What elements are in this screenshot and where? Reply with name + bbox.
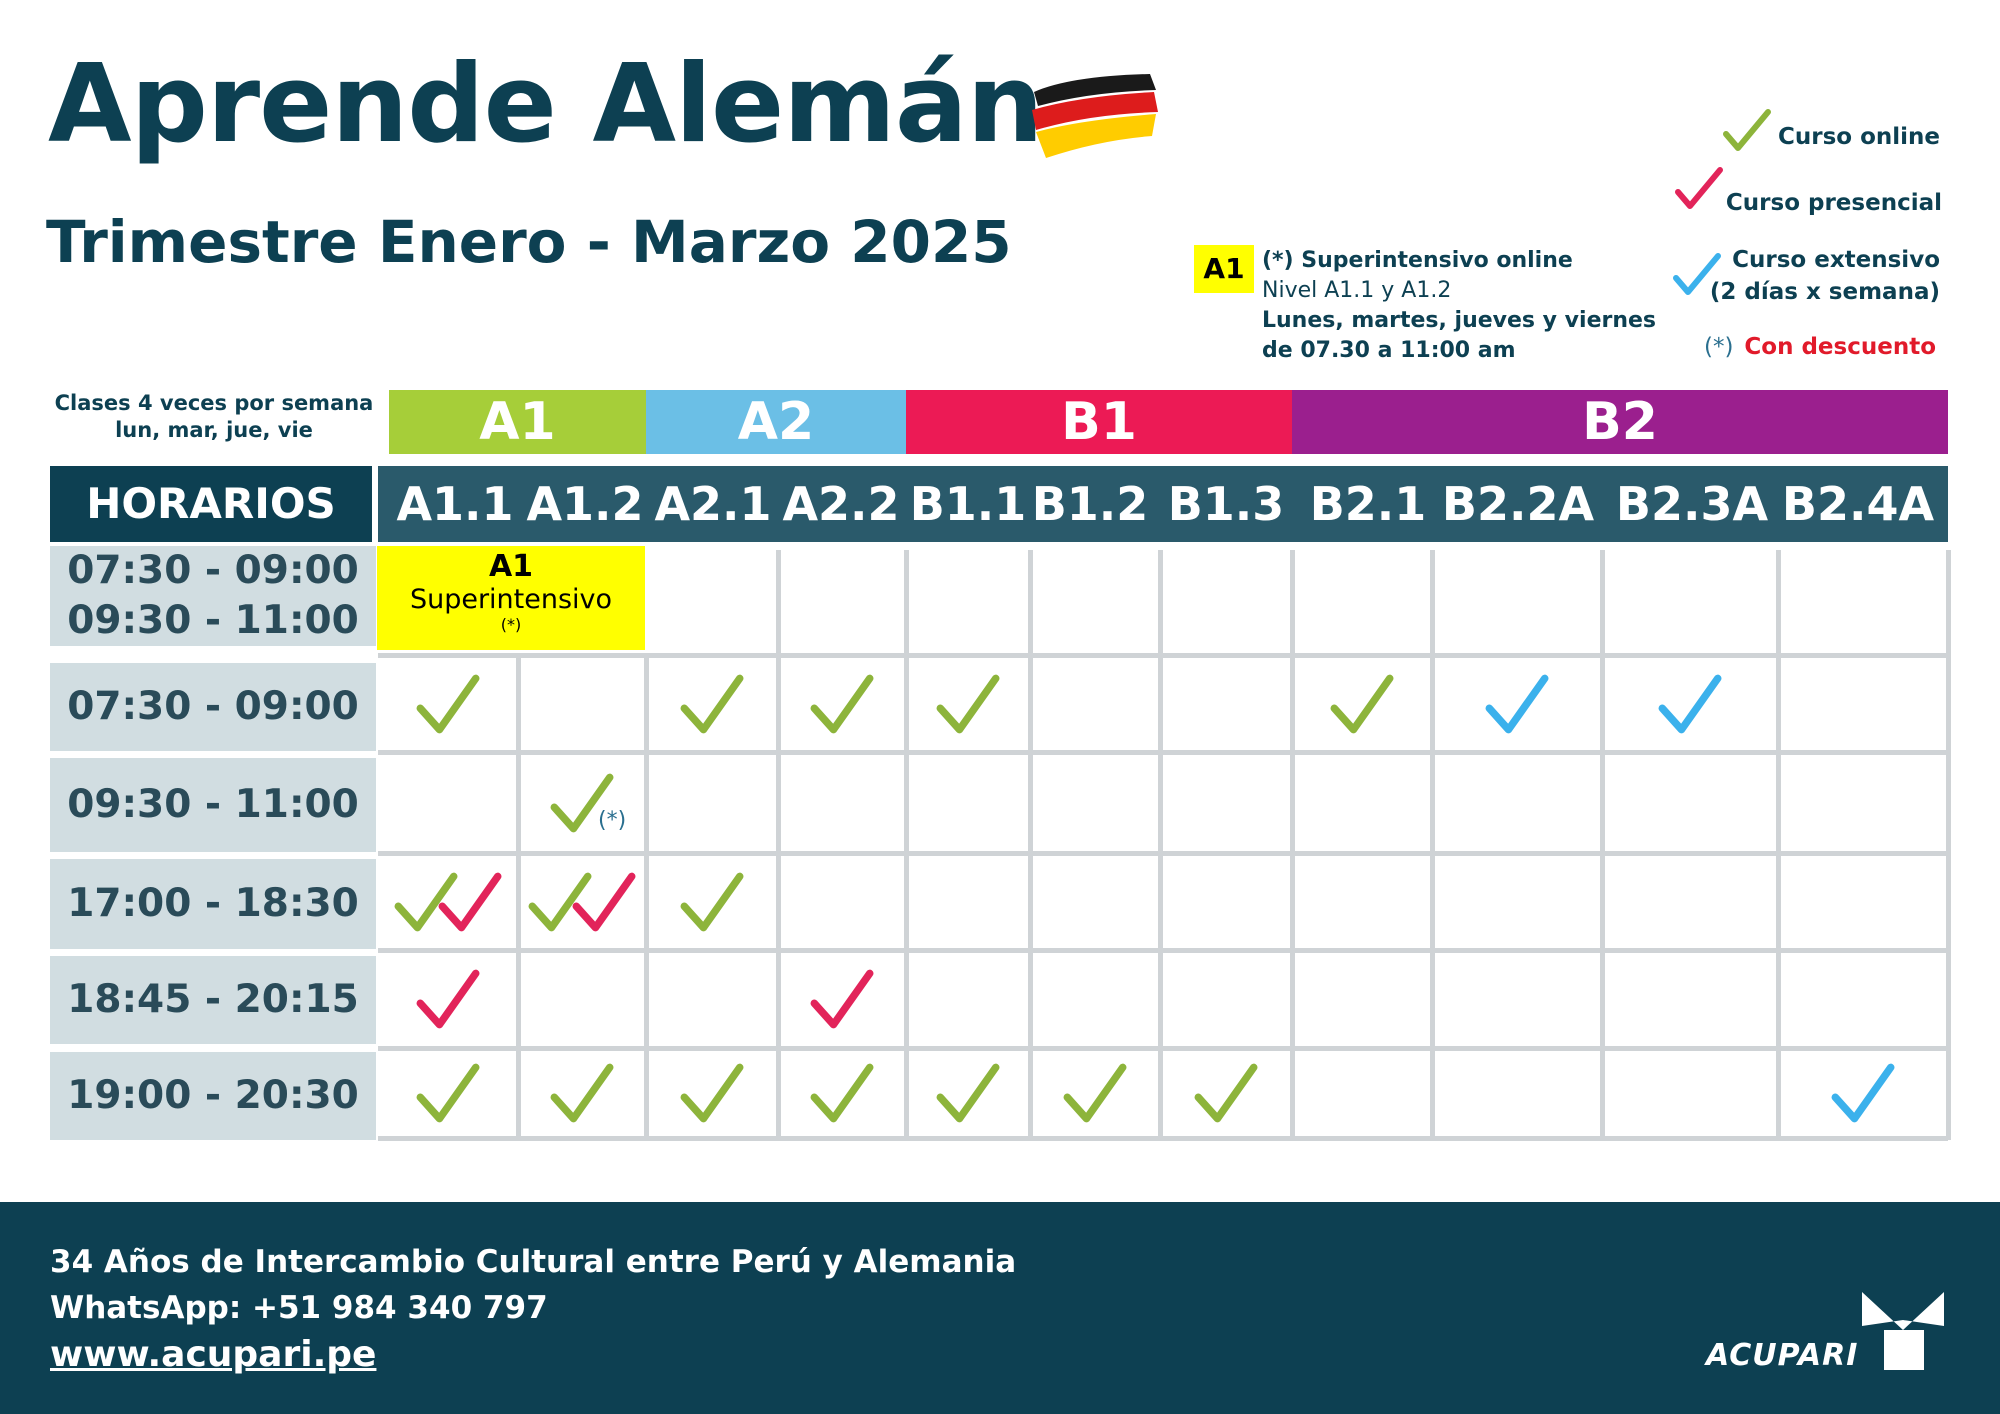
level-band-a2: A2 <box>646 390 906 454</box>
extensivo-check-icon <box>1673 253 1721 295</box>
column-header-b2-4a: B2.4A <box>1781 477 1935 531</box>
column-header-a2-1: A2.1 <box>654 477 772 531</box>
grid-column-line <box>1600 550 1605 1140</box>
page-title: Aprende Alemán <box>48 42 1044 167</box>
grid-column-line <box>1158 550 1163 1140</box>
superintensivo-line3: Lunes, martes, jueves y viernes <box>1262 308 1657 333</box>
grid-column-line <box>1776 550 1781 1140</box>
superintensivo-line2: Nivel A1.1 y A1.2 <box>1262 278 1452 303</box>
superintensivo-cell: A1 Superintensivo (*) <box>377 546 645 650</box>
time-slot-0930: 09:30 - 11:00 <box>50 758 376 852</box>
footer-tagline: 34 Años de Intercambio Cultural entre Pe… <box>50 1244 1017 1280</box>
superintensivo-info: (*) Superintensivo online Nivel A1.1 y A… <box>1262 246 1656 366</box>
online-check-icon <box>416 672 480 740</box>
superintensivo-line1: (*) Superintensivo online <box>1262 248 1573 273</box>
grid-column-line <box>1430 550 1435 1140</box>
time-slot-line2: 09:30 - 11:00 <box>67 598 359 643</box>
grid-row-line <box>378 948 1948 953</box>
presencial-check-icon <box>1675 167 1723 209</box>
german-flag-icon <box>1032 74 1158 158</box>
online-check-icon <box>1330 672 1394 740</box>
grid-row-line <box>378 750 1948 755</box>
superintensivo-cell-note: (*) <box>500 615 522 634</box>
online-check-icon <box>936 1061 1000 1129</box>
horarios-header: HORARIOS <box>50 466 372 542</box>
course-header-band <box>378 466 1948 542</box>
grid-column-line <box>1946 550 1951 1140</box>
grid-column-line <box>516 655 521 1140</box>
presencial-check-icon <box>810 967 874 1035</box>
time-slot-1700: 17:00 - 18:30 <box>50 859 376 949</box>
grid-column-line <box>1290 550 1295 1140</box>
online-check-icon <box>810 1061 874 1129</box>
footer-website-link[interactable]: www.acupari.pe <box>50 1334 377 1375</box>
grid-row-line <box>378 1046 1948 1051</box>
online-check-icon <box>550 1061 614 1129</box>
column-header-b2-1: B2.1 <box>1309 477 1427 531</box>
legend-online: Curso online <box>1777 124 1940 150</box>
frequency-note: Clases 4 veces por semana lun, mar, jue,… <box>44 390 384 444</box>
online-check-icon <box>1723 109 1771 151</box>
legend-extensivo-days: (2 días x semana) <box>1709 279 1940 305</box>
online-check-icon <box>550 771 614 839</box>
column-header-a1-2: A1.2 <box>526 477 644 531</box>
level-band-b2: B2 <box>1292 390 1948 454</box>
time-slot-superintensivo: 07:30 - 09:00 09:30 - 11:00 <box>50 546 376 646</box>
online-check-icon <box>416 1061 480 1129</box>
acupari-logo-icon <box>1862 1292 1944 1370</box>
presencial-check-icon <box>416 967 480 1035</box>
superintensivo-cell-label: Superintensivo <box>409 584 613 615</box>
presencial-check-icon <box>438 870 502 938</box>
legend-presencial: Curso presencial <box>1725 190 1942 216</box>
presencial-check-icon <box>572 870 636 938</box>
grid-row-line <box>378 653 1948 658</box>
online-check-icon <box>810 672 874 740</box>
grid-row-line <box>378 1136 1948 1141</box>
online-check-icon <box>936 672 1000 740</box>
column-header-b2-3a: B2.3A <box>1615 477 1769 531</box>
frequency-line2: lun, mar, jue, vie <box>115 418 313 442</box>
extensivo-check-icon <box>1658 672 1722 740</box>
online-check-icon <box>1063 1061 1127 1129</box>
column-header-a2-2: A2.2 <box>782 477 900 531</box>
time-slot-0730: 07:30 - 09:00 <box>50 663 376 751</box>
superintensivo-badge: A1 <box>1194 245 1254 293</box>
extensivo-check-icon <box>1485 672 1549 740</box>
time-slot-1900: 19:00 - 20:30 <box>50 1052 376 1140</box>
time-slot-1845: 18:45 - 20:15 <box>50 956 376 1044</box>
frequency-line1: Clases 4 veces por semana <box>54 391 374 415</box>
column-header-a1-1: A1.1 <box>396 477 514 531</box>
level-band-a1: A1 <box>389 390 646 454</box>
extensivo-check-icon <box>1831 1061 1895 1129</box>
superintensivo-line4: de 07.30 a 11:00 am <box>1262 338 1516 363</box>
legend-extensivo: Curso extensivo <box>1732 247 1940 273</box>
column-header-b2-2a: B2.2A <box>1441 477 1595 531</box>
column-header-b1-1: B1.1 <box>909 477 1027 531</box>
legend-descuento: Con descuento <box>1744 334 1936 360</box>
superintensivo-cell-level: A1 <box>488 549 534 584</box>
grid-column-line <box>1028 550 1033 1140</box>
online-check-icon <box>394 870 458 938</box>
grid-column-line <box>644 655 649 1140</box>
online-check-icon <box>680 672 744 740</box>
online-check-icon <box>1194 1061 1258 1129</box>
online-check-icon <box>680 870 744 938</box>
column-header-b1-3: B1.3 <box>1167 477 1285 531</box>
grid-column-line <box>776 550 781 1140</box>
time-slot-line1: 07:30 - 09:00 <box>67 548 359 593</box>
level-band-b1: B1 <box>906 390 1292 454</box>
online-check-icon <box>680 1061 744 1129</box>
legend-descuento-mark: (*) <box>1704 334 1734 360</box>
acupari-logo-text: ACUPARI <box>1706 1338 1859 1373</box>
footer-whatsapp: WhatsApp: +51 984 340 797 <box>50 1290 548 1326</box>
column-header-b1-2: B1.2 <box>1031 477 1149 531</box>
discount-note: (*) <box>598 808 627 833</box>
grid-column-line <box>904 550 909 1140</box>
page-subtitle: Trimestre Enero - Marzo 2025 <box>46 208 1012 276</box>
footer-bar <box>0 1202 2000 1414</box>
online-check-icon <box>528 870 592 938</box>
grid-row-line <box>378 851 1948 856</box>
